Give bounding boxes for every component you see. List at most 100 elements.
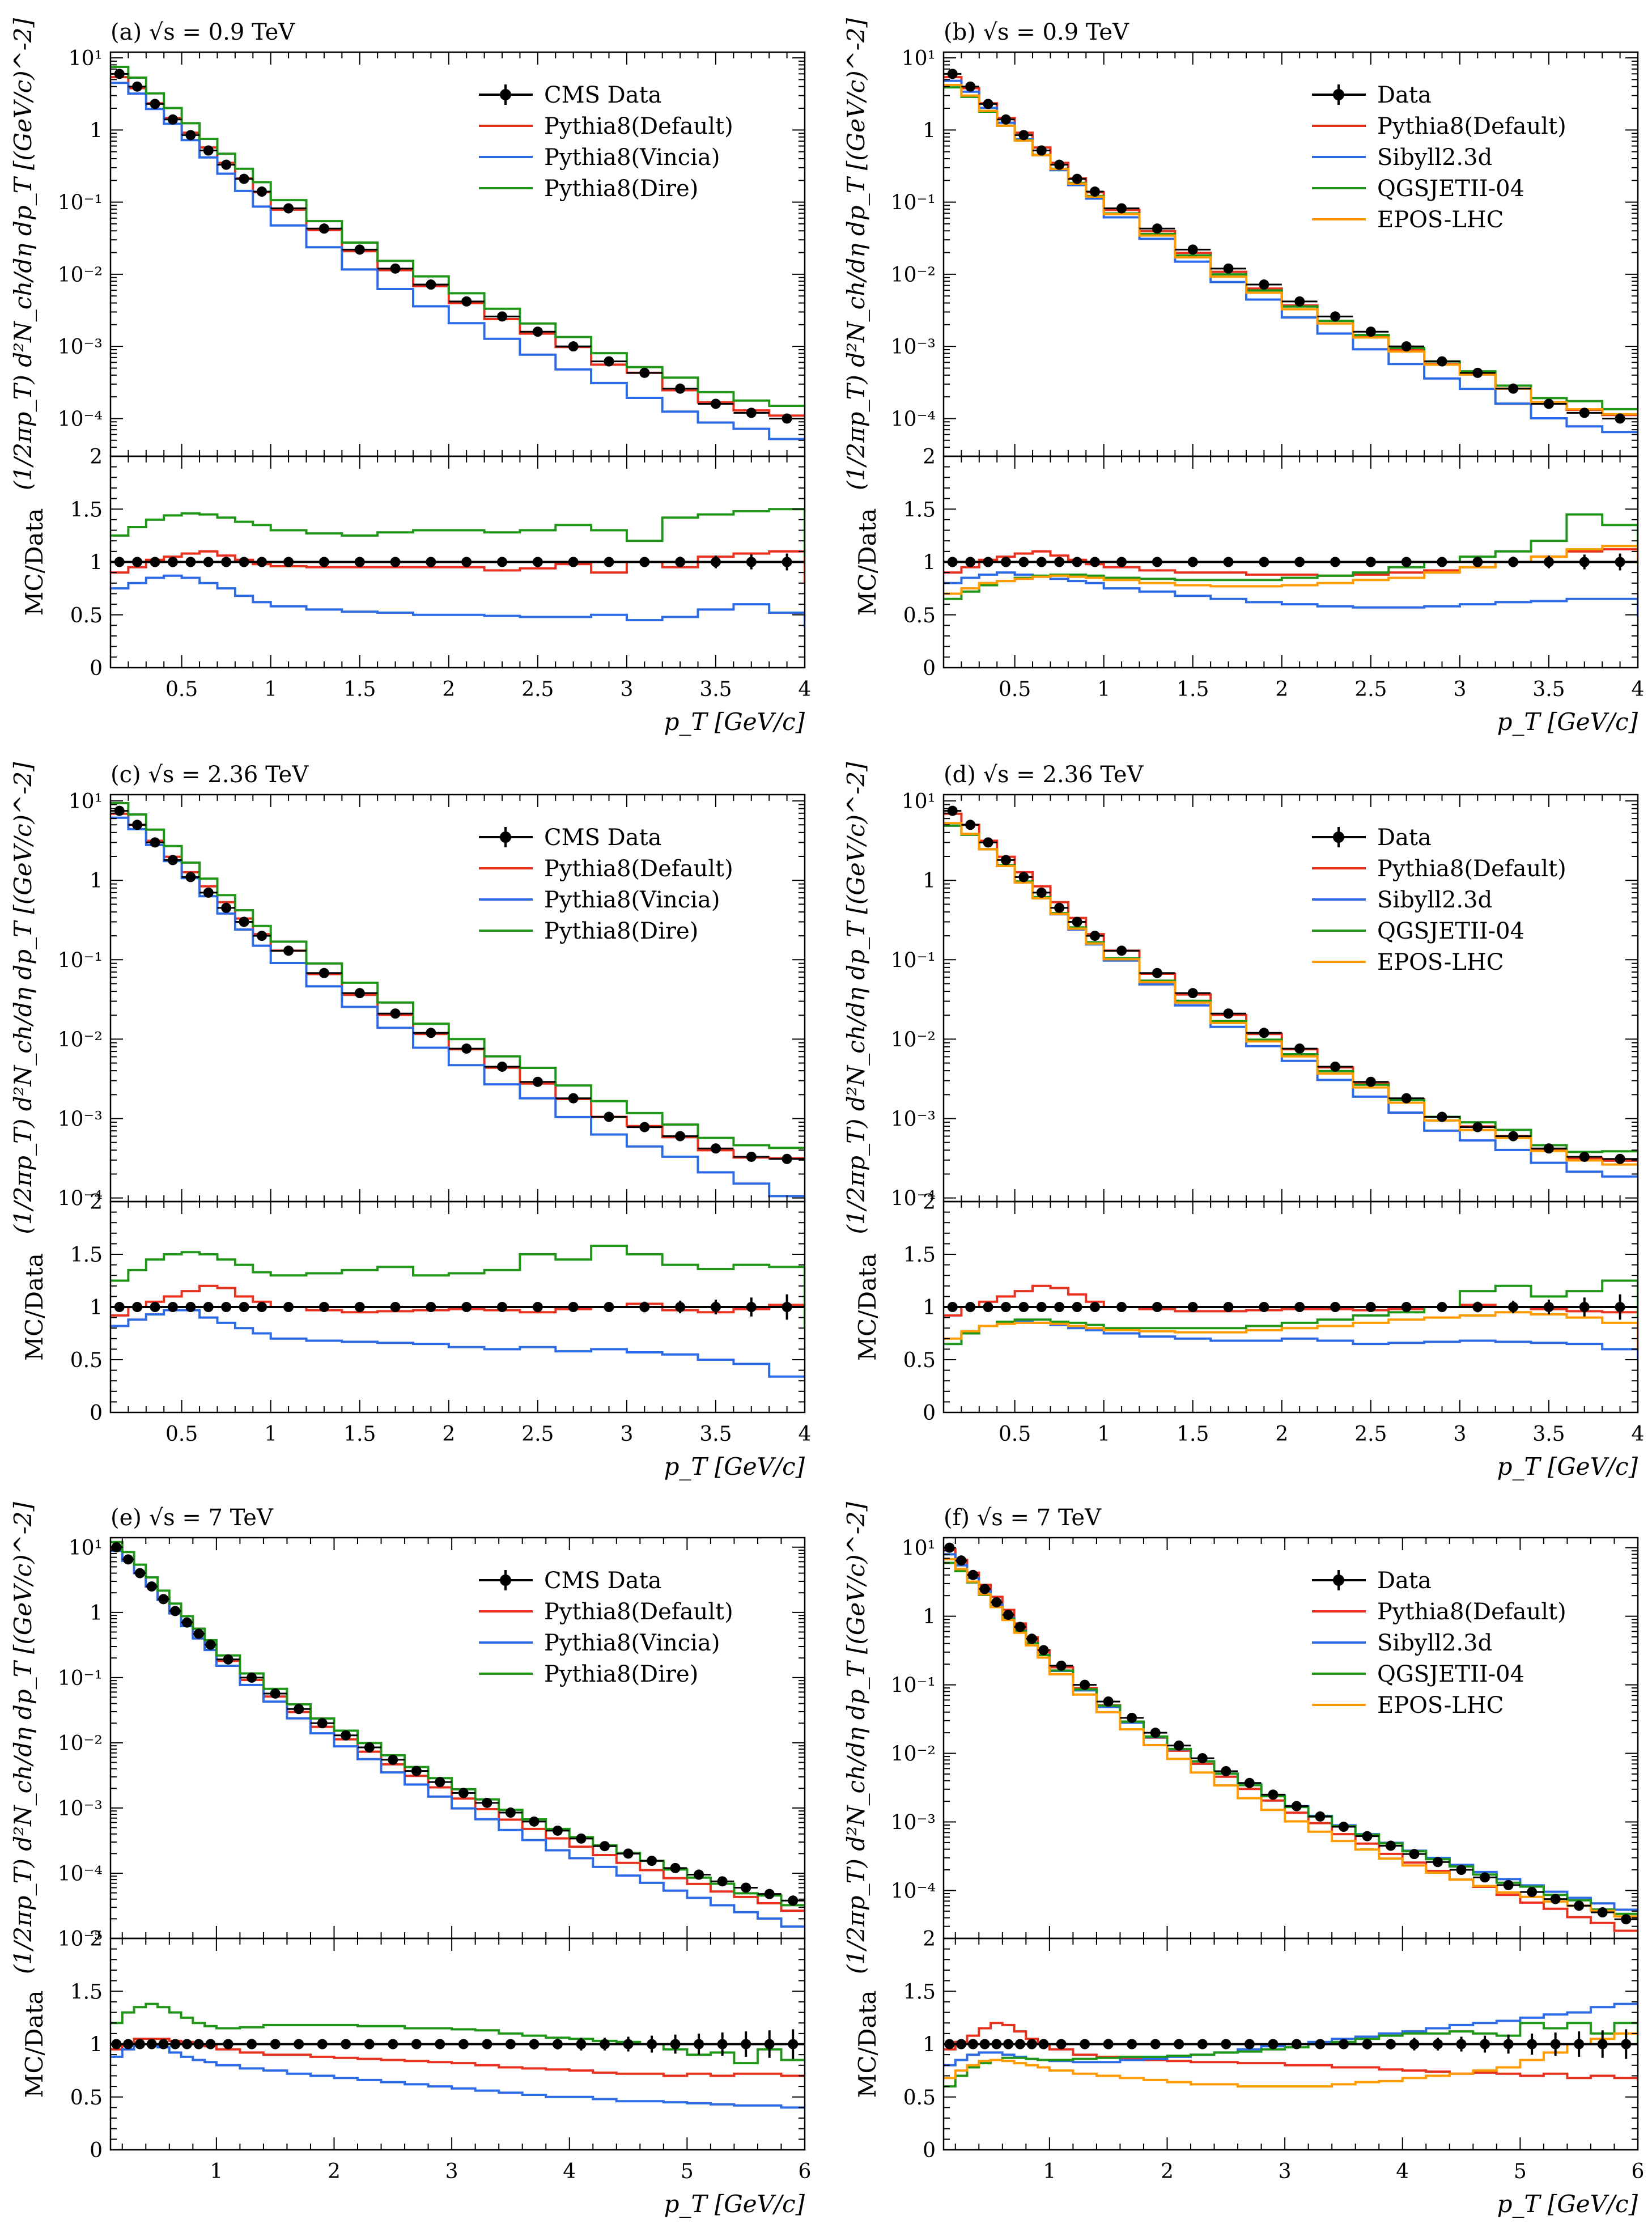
y-tick-label: 10⁻⁴ xyxy=(891,408,936,431)
data-point xyxy=(1014,1622,1025,1632)
panel-title: (f) √s = 7 TeV xyxy=(944,1505,1102,1531)
data-point xyxy=(1409,1849,1420,1860)
data-point xyxy=(1054,902,1065,913)
x-tick-label: 2 xyxy=(1161,2160,1174,2183)
data-ratio-point xyxy=(134,2039,145,2049)
data-point xyxy=(1152,968,1162,978)
data-ratio-point xyxy=(1036,1302,1047,1312)
data-ratio-point xyxy=(256,1302,267,1312)
y-tick-label: 10⁻² xyxy=(58,1028,103,1051)
data-point xyxy=(1579,408,1590,418)
y-tick-label: 10⁻² xyxy=(58,1732,103,1755)
data-point xyxy=(181,1617,192,1628)
data-point xyxy=(639,1122,650,1132)
data-ratio-point xyxy=(150,557,160,567)
y-tick-label: 10¹ xyxy=(69,1537,103,1560)
data-ratio-point xyxy=(167,557,178,567)
data-ratio-point xyxy=(1362,2039,1373,2049)
data-ratio-point xyxy=(1550,2039,1561,2049)
data-point xyxy=(1294,296,1305,307)
data-ratio-point xyxy=(1054,557,1065,567)
data-ratio-point xyxy=(1294,1302,1305,1312)
data-point xyxy=(694,1869,704,1880)
x-tick-label: 6 xyxy=(799,2160,812,2183)
mc-histogram-pythia8-vincia- xyxy=(111,82,805,440)
data-point xyxy=(426,279,436,290)
data-ratio-point xyxy=(435,2039,445,2049)
data-point xyxy=(568,1093,579,1104)
data-point xyxy=(1527,1887,1538,1898)
data-point xyxy=(764,1889,775,1899)
legend-label: Pythia8(Default) xyxy=(544,113,733,139)
legend-label: Pythia8(Default) xyxy=(1377,1599,1566,1625)
data-ratio-point xyxy=(1365,557,1376,567)
data-ratio-point xyxy=(317,2039,328,2049)
data-point xyxy=(317,1718,328,1729)
legend-label: Pythia8(Dire) xyxy=(544,176,698,202)
data-ratio-point xyxy=(1579,557,1590,567)
x-tick-label: 1 xyxy=(1097,678,1110,701)
x-tick-label: 4 xyxy=(799,1423,812,1446)
mc-ratio-epos-lhc xyxy=(944,545,1638,595)
ratio-y-tick-label: 0 xyxy=(90,657,103,680)
legend-label: Pythia8(Default) xyxy=(544,856,733,882)
data-point xyxy=(788,1895,799,1906)
ratio-y-tick-label: 1 xyxy=(90,1296,103,1319)
ratio-y-axis-label: MC/Data xyxy=(853,508,881,616)
legend-label: Pythia8(Default) xyxy=(544,1599,733,1625)
ratio-y-tick-label: 1.5 xyxy=(903,498,936,521)
data-point xyxy=(1543,398,1554,409)
data-point xyxy=(239,916,249,927)
ratio-y-tick-label: 2 xyxy=(90,1928,103,1951)
ratio-y-tick-label: 1.5 xyxy=(70,1980,103,2004)
data-point xyxy=(576,1833,587,1844)
x-tick-label: 2.5 xyxy=(1354,1423,1387,1446)
mc-ratio-pythia8-dire- xyxy=(111,1245,805,1329)
data-point xyxy=(318,968,329,978)
data-ratio-point xyxy=(1433,2039,1443,2049)
data-ratio-point xyxy=(1259,557,1269,567)
main-plot-area xyxy=(944,805,1638,1178)
legend-label: Pythia8(Default) xyxy=(1377,113,1566,139)
legend-label: Pythia8(Dire) xyxy=(544,1661,698,1687)
y-axis-label: (1/2πp_T) d²N_ch/dη dp_T [(GeV/c)^-2] xyxy=(842,18,870,490)
data-ratio-point xyxy=(1152,1302,1162,1312)
y-tick-label: 10⁻⁴ xyxy=(891,1187,936,1211)
data-point xyxy=(1543,1143,1554,1154)
x-tick-label: 2 xyxy=(1275,678,1288,701)
data-point xyxy=(1018,872,1029,882)
x-tick-label: 4 xyxy=(1632,1423,1645,1446)
data-point xyxy=(1174,1740,1184,1751)
data-ratio-point xyxy=(364,2039,375,2049)
panel-title: (e) √s = 7 TeV xyxy=(111,1505,274,1531)
data-point xyxy=(1054,159,1065,170)
data-ratio-point xyxy=(1437,1302,1447,1312)
x-tick-label: 0.5 xyxy=(999,1423,1031,1446)
legend-swatch-data-point xyxy=(500,1575,511,1586)
data-point xyxy=(1508,383,1519,394)
data-point xyxy=(458,1788,469,1798)
data-ratio-point xyxy=(1503,2039,1514,2049)
data-point xyxy=(1365,1076,1376,1087)
data-ratio-point xyxy=(1294,557,1305,567)
data-point xyxy=(710,398,721,409)
x-tick-label: 4 xyxy=(799,678,812,701)
data-ratio-point xyxy=(283,1302,294,1312)
data-point xyxy=(1362,1831,1373,1841)
mc-ratio-pythia8-default- xyxy=(111,550,805,583)
x-tick-label: 3.5 xyxy=(1532,1423,1565,1446)
data-ratio-point xyxy=(167,1302,178,1312)
data-point xyxy=(167,114,178,125)
data-point xyxy=(710,1143,721,1154)
data-ratio-point xyxy=(294,2039,304,2049)
data-ratio-point xyxy=(764,2039,775,2049)
mc-ratio-qgsjetii-04 xyxy=(944,1279,1638,1346)
ratio-plot-area xyxy=(111,2002,805,2109)
data-ratio-point xyxy=(270,2039,281,2049)
data-point xyxy=(1456,1865,1467,1875)
y-tick-label: 10⁻³ xyxy=(58,1797,103,1821)
panel-title: (b) √s = 0.9 TeV xyxy=(944,19,1129,45)
data-point xyxy=(158,1594,169,1605)
data-ratio-point xyxy=(1401,1302,1412,1312)
data-point xyxy=(221,159,232,170)
